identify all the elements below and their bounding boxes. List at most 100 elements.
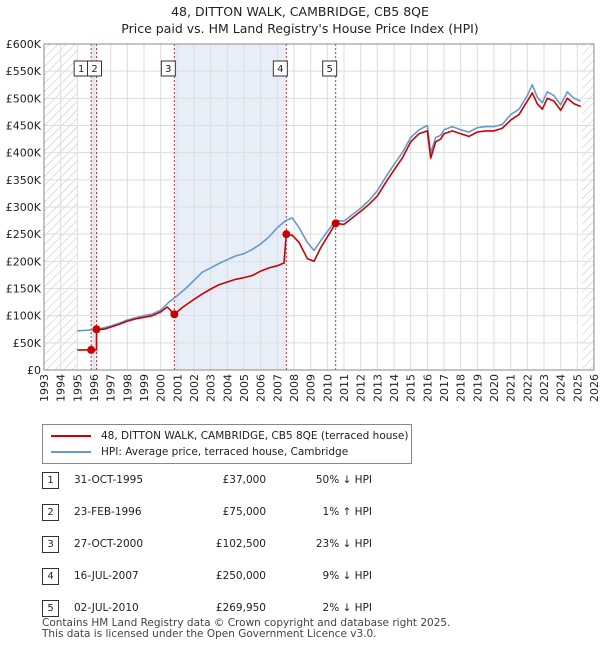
sale-label-frame [272, 60, 288, 77]
y-tick-label: £500K [6, 92, 42, 105]
x-tick-label: 2022 [521, 374, 534, 402]
y-tick-label: £600K [6, 38, 42, 51]
x-tick-label: 1994 [55, 374, 68, 402]
sale-price: £102,500 [215, 538, 266, 550]
x-tick-label: 2014 [388, 374, 401, 402]
sale-price: £250,000 [215, 570, 266, 582]
x-tick-label: 1995 [71, 374, 84, 402]
sale-label-box: 5 [322, 60, 338, 77]
sale-label-frame [160, 60, 176, 77]
footer-copyright: Contains HM Land Registry data © Crown c… [42, 617, 451, 629]
footer-license: This data is licensed under the Open Gov… [42, 628, 377, 640]
sale-price: £269,950 [215, 602, 266, 614]
sale-row: 3 27-OCT-2000 £102,500 23% ↓ HPI [42, 532, 582, 556]
y-tick-label: £50K [13, 337, 42, 350]
x-tick-label: 2021 [505, 374, 518, 402]
plot-frame [43, 43, 595, 371]
sale-label-frame [322, 60, 338, 77]
x-tick-label: 2016 [421, 374, 434, 402]
x-tick-label: 2004 [221, 374, 234, 402]
x-tick-label: 1998 [121, 374, 134, 402]
x-tick-label: 2003 [205, 374, 218, 402]
y-tick-label: £200K [6, 255, 42, 268]
x-tick-label: 2019 [471, 374, 484, 402]
x-tick-label: 2001 [171, 374, 184, 402]
x-tick-label: 1999 [138, 374, 151, 402]
x-tick-label: 2012 [355, 374, 368, 402]
sale-number-badge: 5 [42, 600, 59, 617]
x-tick-label: 2005 [238, 374, 251, 402]
x-tick-label: 2006 [255, 374, 268, 402]
sale-point [282, 230, 291, 239]
sale-number-badge: 3 [42, 536, 59, 553]
y-tick-label: £150K [6, 283, 42, 296]
x-tick-label: 2011 [338, 374, 351, 402]
sale-point [331, 219, 340, 228]
sale-label-text: 3 [165, 64, 171, 75]
chart-legend: 48, DITTON WALK, CAMBRIDGE, CB5 8QE (ter… [42, 424, 412, 464]
sale-row: 5 02-JUL-2010 £269,950 2% ↓ HPI [42, 596, 582, 620]
sale-label-text: 2 [91, 64, 97, 75]
legend-item-hpi: HPI: Average price, terraced house, Camb… [51, 444, 348, 460]
sale-number-badge: 1 [42, 472, 59, 489]
sale-label-text: 5 [326, 64, 332, 75]
x-tick-label: 1996 [88, 374, 101, 402]
sale-hpi-diff: 2% ↓ HPI [322, 602, 372, 614]
y-tick-label: £350K [6, 174, 42, 187]
legend-label-price-paid: 48, DITTON WALK, CAMBRIDGE, CB5 8QE (ter… [101, 430, 409, 442]
x-tick-label: 2024 [555, 374, 568, 402]
x-tick-label: 2013 [371, 374, 384, 402]
sale-point [92, 325, 101, 334]
legend-swatch-hpi [51, 451, 91, 453]
y-tick-label: £250K [6, 228, 42, 241]
x-tick-label: 2018 [455, 374, 468, 402]
sale-row: 2 23-FEB-1996 £75,000 1% ↑ HPI [42, 500, 582, 524]
x-tick-label: 2026 [588, 374, 600, 402]
x-tick-label: 2023 [538, 374, 551, 402]
sale-row: 1 31-OCT-1995 £37,000 50% ↓ HPI [42, 468, 582, 492]
sale-hpi-diff: 50% ↓ HPI [315, 474, 372, 486]
sale-number-badge: 4 [42, 568, 59, 585]
y-tick-label: £100K [6, 310, 42, 323]
sale-label-box: 2 [87, 60, 102, 77]
sale-label-frame [87, 60, 102, 77]
sale-number-badge: 2 [42, 504, 59, 521]
x-tick-label: 2017 [438, 374, 451, 402]
sale-date: 27-OCT-2000 [74, 538, 143, 550]
sale-hpi-diff: 9% ↓ HPI [322, 570, 372, 582]
y-tick-label: £550K [6, 65, 42, 78]
sale-row: 4 16-JUL-2007 £250,000 9% ↓ HPI [42, 564, 582, 588]
sale-hpi-diff: 23% ↓ HPI [315, 538, 372, 550]
sale-point [87, 345, 96, 354]
footer-attribution: Contains HM Land Registry data © Crown c… [42, 618, 450, 640]
x-tick-label: 1997 [105, 374, 118, 402]
sale-price: £75,000 [222, 506, 266, 518]
x-tick-label: 2020 [488, 374, 501, 402]
x-tick-label: 2000 [155, 374, 168, 402]
legend-item-price-paid: 48, DITTON WALK, CAMBRIDGE, CB5 8QE (ter… [51, 428, 408, 444]
y-tick-label: £400K [6, 147, 42, 160]
legend-swatch-price-paid [51, 435, 91, 437]
hpi-line [77, 84, 582, 332]
sale-date: 16-JUL-2007 [74, 570, 139, 582]
legend-label-hpi: HPI: Average price, terraced house, Camb… [101, 446, 349, 458]
y-tick-label: £0 [27, 364, 41, 377]
sale-hpi-diff: 1% ↑ HPI [322, 506, 372, 518]
sale-date: 31-OCT-1995 [74, 474, 143, 486]
sale-date: 23-FEB-1996 [74, 506, 142, 518]
sale-label-text: 4 [277, 64, 283, 75]
sale-date: 02-JUL-2010 [74, 602, 139, 614]
chart-title-address: 48, DITTON WALK, CAMBRIDGE, CB5 8QE [171, 4, 429, 19]
sale-label-text: 1 [78, 64, 84, 75]
x-tick-label: 2008 [288, 374, 301, 402]
x-tick-label: 2009 [305, 374, 318, 402]
y-tick-label: £300K [6, 201, 42, 214]
x-tick-label: 2002 [188, 374, 201, 402]
sale-label-box: 4 [272, 60, 288, 77]
x-tick-label: 2015 [405, 374, 418, 402]
x-tick-label: 2010 [321, 374, 334, 402]
y-tick-label: £450K [6, 120, 42, 133]
sale-label-box: 3 [160, 60, 176, 77]
sale-price: £37,000 [222, 474, 266, 486]
